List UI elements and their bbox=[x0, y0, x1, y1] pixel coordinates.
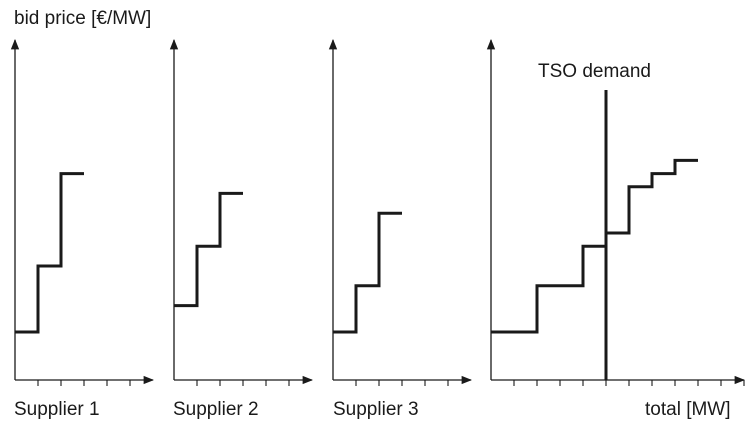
panel-label-3: Supplier 3 bbox=[333, 399, 419, 420]
bid-curve-1 bbox=[15, 172, 84, 334]
panel-label-2: Supplier 2 bbox=[173, 399, 259, 420]
x-axis-label: total [MW] bbox=[645, 399, 731, 420]
tso-demand-label: TSO demand bbox=[538, 61, 651, 82]
bid-curve-3 bbox=[333, 211, 402, 334]
bid-curve-2 bbox=[174, 191, 243, 308]
y-axis-label: bid price [€/MW] bbox=[14, 8, 151, 29]
panel-label-1: Supplier 1 bbox=[14, 399, 100, 420]
panels: Supplier 1 Supplier 2 Supplier 3 bbox=[10, 38, 746, 420]
bid-curve-4 bbox=[491, 158, 698, 334]
